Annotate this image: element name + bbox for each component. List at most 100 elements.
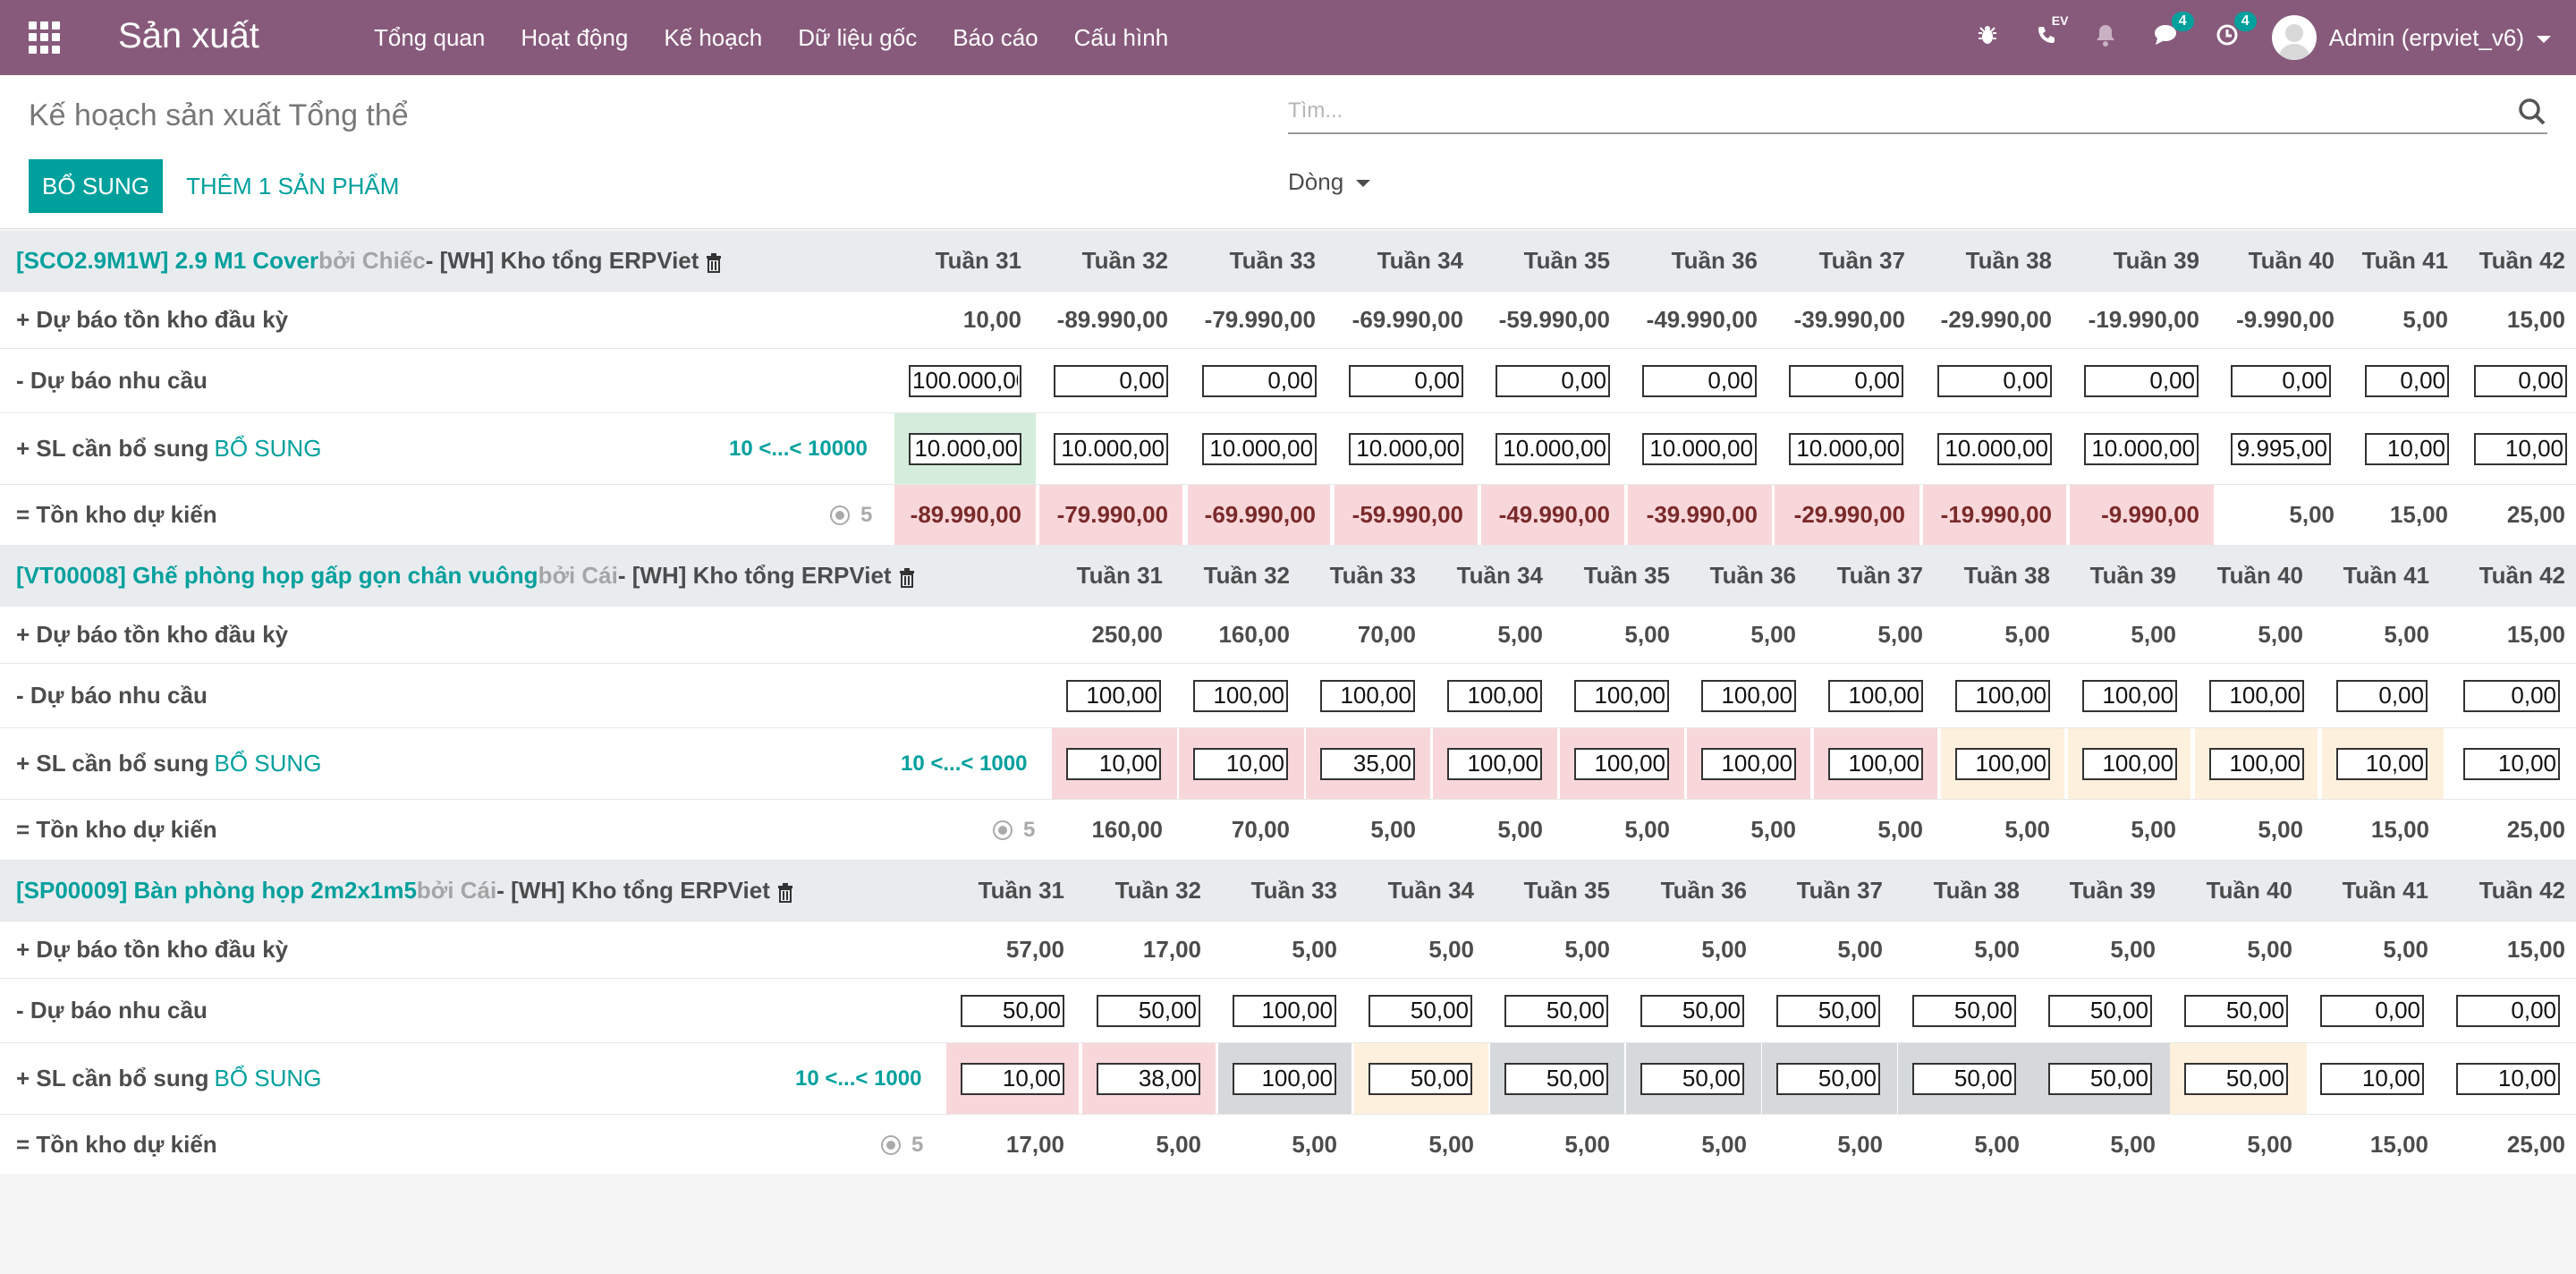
search-icon[interactable] — [2517, 97, 2547, 127]
demand-row-input[interactable] — [1912, 994, 2016, 1027]
product-name[interactable]: [VT00008] Ghế phòng họp gấp gọn chân vuô… — [16, 562, 538, 589]
min-max-range[interactable]: 10 <...< 1000 — [795, 1066, 922, 1091]
demand-row-input[interactable] — [1776, 994, 1880, 1027]
replenish-row-input[interactable] — [1828, 747, 1923, 780]
trash-icon[interactable] — [777, 881, 793, 903]
demand-row-input[interactable] — [1955, 679, 2050, 712]
demand-row-input[interactable] — [1349, 364, 1463, 397]
replenish-row-input[interactable] — [1640, 1062, 1744, 1095]
replenish-row-input[interactable] — [2456, 1062, 2560, 1095]
replenish-row-input[interactable] — [961, 1062, 1064, 1095]
replenish-row-input[interactable] — [2209, 747, 2304, 780]
user-menu[interactable]: Admin (erpviet_v6) — [2329, 24, 2551, 52]
min-max-range[interactable]: 10 <...< 1000 — [901, 751, 1028, 776]
demand-row-input[interactable] — [2456, 994, 2560, 1027]
add-product-button[interactable]: THÊM 1 SẢN PHẨM — [186, 173, 400, 200]
demand-row-input[interactable] — [2336, 679, 2428, 712]
demand-row-input[interactable] — [1202, 364, 1317, 397]
replenish-row-input[interactable] — [1349, 432, 1463, 465]
demand-row-input[interactable] — [2231, 364, 2331, 397]
demand-row-input[interactable] — [1193, 679, 1288, 712]
replenish-row-input[interactable] — [1368, 1062, 1472, 1095]
replenish-row-input[interactable] — [1937, 432, 2052, 465]
replenish-row-input[interactable] — [1233, 1062, 1336, 1095]
bug-icon[interactable] — [1977, 24, 1998, 52]
group-by-dropdown[interactable]: Dòng — [1288, 168, 1371, 196]
bell-icon[interactable] — [2095, 23, 2116, 53]
replenish-row-input[interactable] — [1202, 432, 1317, 465]
demand-row-input[interactable] — [2084, 364, 2199, 397]
replenish-row-input[interactable] — [2082, 747, 2177, 780]
demand-row-input[interactable] — [2048, 994, 2152, 1027]
product-name[interactable]: [SCO2.9M1W] 2.9 M1 Cover — [16, 247, 319, 274]
activities-icon[interactable]: 4 — [2216, 11, 2257, 52]
demand-row-input[interactable] — [1828, 679, 1923, 712]
messages-icon[interactable]: 4 — [2154, 11, 2194, 52]
demand-row-input[interactable] — [909, 364, 1021, 397]
demand-row-input[interactable] — [1320, 679, 1415, 712]
replenish-row-input[interactable] — [909, 432, 1021, 465]
safety-stock[interactable]: 5 — [830, 485, 872, 545]
menu-item-reporting[interactable]: Báo cáo — [953, 23, 1038, 51]
menu-item-configuration[interactable]: Cấu hình — [1073, 23, 1169, 51]
replenish-row-input[interactable] — [1701, 747, 1796, 780]
menu-item-operations[interactable]: Hoạt động — [521, 23, 629, 51]
replenish-row-input[interactable] — [2474, 432, 2567, 465]
replenish-row-input[interactable] — [2231, 432, 2331, 465]
demand-row-input[interactable] — [2082, 679, 2177, 712]
demand-row-input[interactable] — [1937, 364, 2052, 397]
demand-row-input[interactable] — [1496, 364, 1610, 397]
replenish-row-input[interactable] — [2320, 1062, 2424, 1095]
search-input[interactable] — [1288, 93, 2487, 129]
demand-row-input[interactable] — [2209, 679, 2304, 712]
trash-icon[interactable] — [899, 566, 915, 588]
user-avatar[interactable] — [2271, 15, 2317, 60]
replenish-row-input[interactable] — [1776, 1062, 1880, 1095]
demand-row-input[interactable] — [2365, 364, 2449, 397]
row-replenish-link[interactable]: BỔ SUNG — [214, 435, 322, 462]
replenish-row-input[interactable] — [2184, 1062, 2288, 1095]
replenish-row-input[interactable] — [1066, 747, 1161, 780]
demand-row-input[interactable] — [1368, 994, 1472, 1027]
demand-row-input[interactable] — [1640, 994, 1744, 1027]
product-name[interactable]: [SP00009] Bàn phòng họp 2m2x1m5 — [16, 877, 417, 904]
demand-row-input[interactable] — [1789, 364, 1903, 397]
demand-row-input[interactable] — [1097, 994, 1200, 1027]
demand-row-input[interactable] — [2184, 994, 2288, 1027]
replenish-row-input[interactable] — [1097, 1062, 1200, 1095]
demand-row-input[interactable] — [2474, 364, 2567, 397]
row-replenish-link[interactable]: BỔ SUNG — [214, 1065, 322, 1091]
demand-row-input[interactable] — [1701, 679, 1796, 712]
trash-icon[interactable] — [706, 251, 722, 273]
replenish-button[interactable]: BỔ SUNG — [29, 159, 163, 213]
replenish-row-input[interactable] — [1789, 432, 1903, 465]
safety-stock[interactable]: 5 — [993, 800, 1035, 860]
replenish-row-input[interactable] — [1912, 1062, 2016, 1095]
menu-item-planning[interactable]: Kế hoạch — [664, 23, 763, 51]
replenish-row-input[interactable] — [2336, 747, 2428, 780]
replenish-row-input[interactable] — [2084, 432, 2199, 465]
demand-row-input[interactable] — [1233, 994, 1336, 1027]
menu-item-overview[interactable]: Tổng quan — [374, 23, 486, 51]
replenish-row-input[interactable] — [1642, 432, 1757, 465]
apps-grid-icon[interactable] — [29, 21, 61, 54]
replenish-row-input[interactable] — [2463, 747, 2560, 780]
replenish-row-input[interactable] — [1447, 747, 1542, 780]
replenish-row-input[interactable] — [1504, 1062, 1608, 1095]
replenish-row-input[interactable] — [1320, 747, 1415, 780]
replenish-row-input[interactable] — [2365, 432, 2449, 465]
replenish-row-input[interactable] — [1955, 747, 2050, 780]
safety-stock[interactable]: 5 — [881, 1115, 923, 1174]
replenish-row-input[interactable] — [1574, 747, 1669, 780]
row-replenish-link[interactable]: BỔ SUNG — [214, 750, 322, 777]
replenish-row-input[interactable] — [1054, 432, 1168, 465]
demand-row-input[interactable] — [2463, 679, 2560, 712]
menu-item-master-data[interactable]: Dữ liệu gốc — [798, 23, 918, 51]
demand-row-input[interactable] — [1642, 364, 1757, 397]
replenish-row-input[interactable] — [2048, 1062, 2152, 1095]
demand-row-input[interactable] — [1054, 364, 1168, 397]
demand-row-input[interactable] — [2320, 994, 2424, 1027]
demand-row-input[interactable] — [1447, 679, 1542, 712]
min-max-range[interactable]: 10 <...< 10000 — [729, 436, 868, 461]
demand-row-input[interactable] — [1066, 679, 1161, 712]
